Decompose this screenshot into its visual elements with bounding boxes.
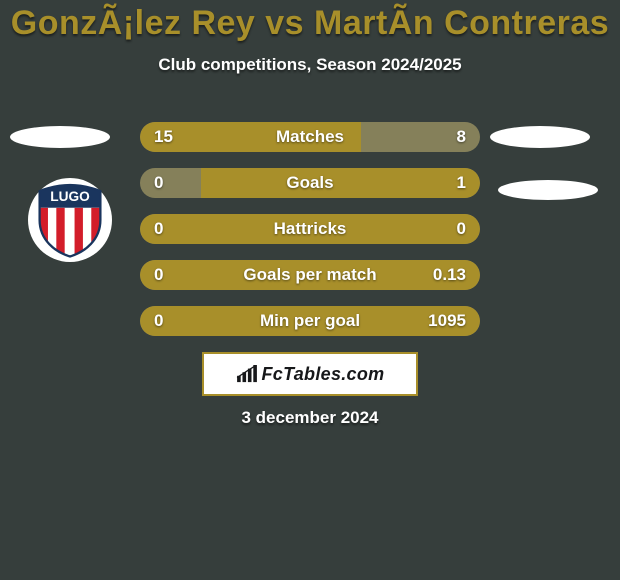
stat-row: 00.13Goals per match	[140, 260, 480, 290]
brand-box: FcTables.com	[202, 352, 418, 396]
brand-text: FcTables.com	[262, 364, 385, 385]
page-title: GonzÃ¡lez Rey vs MartÃ­n Contreras	[0, 0, 620, 43]
decorative-ellipse	[498, 180, 598, 200]
stats-bars: 158Matches 01Goals 00Hattricks 00.13Goals p…	[140, 122, 480, 352]
decorative-ellipse	[10, 126, 110, 148]
stat-label: Goals	[140, 173, 480, 193]
stat-label: Goals per match	[140, 265, 480, 285]
stat-row: 00Hattricks	[140, 214, 480, 244]
stat-row: 01095Min per goal	[140, 306, 480, 336]
stat-row: 01Goals	[140, 168, 480, 198]
club-badge-left: LUGO	[28, 178, 112, 262]
stat-label: Hattricks	[140, 219, 480, 239]
club-crest-icon: LUGO	[32, 182, 108, 258]
stat-label: Matches	[140, 127, 480, 147]
date-text: 3 december 2024	[0, 408, 620, 428]
bar-chart-icon	[236, 365, 258, 383]
stat-label: Min per goal	[140, 311, 480, 331]
stat-row: 158Matches	[140, 122, 480, 152]
decorative-ellipse	[490, 126, 590, 148]
svg-text:LUGO: LUGO	[50, 189, 90, 204]
subtitle: Club competitions, Season 2024/2025	[0, 55, 620, 75]
